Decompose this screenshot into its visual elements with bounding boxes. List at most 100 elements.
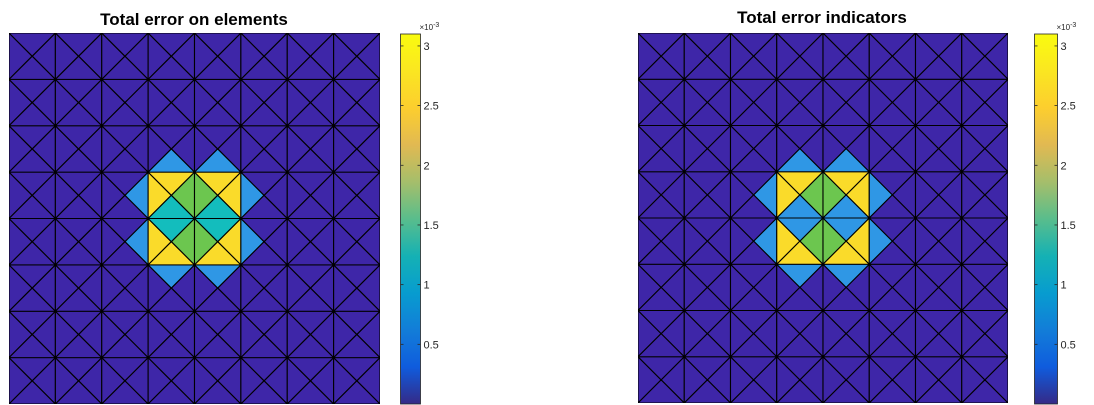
mesh-triangle-1-6-bottom <box>54 102 103 127</box>
colorbar-tick-label: 2.5 <box>424 101 439 113</box>
mesh-triangle-0-0-bottom <box>638 379 685 403</box>
mesh-triangle-2-2-bottom <box>729 286 778 312</box>
mesh-triangle-0-1-bottom <box>638 333 685 358</box>
mesh-triangle-2-7-bottom <box>101 55 149 80</box>
mesh-triangle-0-1-bottom <box>9 333 56 359</box>
mesh-triangle-4-6-bottom <box>822 101 870 127</box>
mesh-triangle-2-4-bottom <box>101 194 149 220</box>
mesh-triangle-5-6-bottom <box>240 102 288 127</box>
mesh-triangle-5-7-bottom <box>240 55 288 80</box>
mesh-triangle-0-4-bottom <box>638 194 685 219</box>
mesh-triangle-7-4-bottom <box>961 194 1008 219</box>
mesh-triangle-3-7-top <box>147 33 196 57</box>
mesh-triangle-7-1-bottom <box>333 333 380 359</box>
mesh-triangle-4-1-bottom <box>193 333 242 359</box>
mesh-triangle-1-2-bottom <box>54 287 103 312</box>
mesh-triangle-4-5-bottom <box>822 148 870 173</box>
colorbar-tick-label: 0.5 <box>424 339 439 351</box>
mesh-triangle-1-3-bottom <box>683 240 732 265</box>
mesh-triangle-2-1-bottom <box>729 333 778 358</box>
mesh-triangle-7-2-bottom <box>333 287 380 312</box>
mesh-triangle-2-0-bottom <box>101 380 149 404</box>
mesh-triangle-6-1-bottom <box>914 333 963 358</box>
mesh-plot-left <box>9 33 380 404</box>
mesh-triangle-5-7-top <box>868 33 917 57</box>
mesh-triangle-6-3-bottom <box>914 240 963 265</box>
mesh-triangle-7-0-bottom <box>333 380 380 404</box>
mesh-triangle-0-5-bottom <box>9 148 56 173</box>
mesh-triangle-6-3-bottom <box>286 241 335 266</box>
mesh-triangle-4-3-bottom <box>822 240 870 265</box>
colorbar-tick-label: 2 <box>1061 160 1067 172</box>
colorbar-exponent-label: ×10-3 <box>1057 22 1077 32</box>
mesh-triangle-3-2-bottom <box>776 286 824 312</box>
mesh-triangle-1-6-bottom <box>683 101 732 127</box>
mesh-triangle-0-2-bottom <box>638 286 685 312</box>
mesh-triangle-5-3-bottom <box>868 240 917 265</box>
mesh-triangle-2-2-bottom <box>101 287 149 312</box>
mesh-triangle-5-4-bottom <box>868 194 917 219</box>
colorbar-tick-label: 1 <box>1061 280 1067 292</box>
mesh-triangle-0-7-top <box>638 33 685 57</box>
mesh-triangle-1-7-bottom <box>54 55 103 80</box>
mesh-triangle-7-6-bottom <box>333 102 380 127</box>
mesh-triangle-5-0-bottom <box>868 379 917 403</box>
colorbar-tick-label: 1.5 <box>1061 220 1076 232</box>
mesh-triangle-1-5-bottom <box>54 148 103 173</box>
mesh-triangle-2-0-bottom <box>729 379 778 403</box>
mesh-triangle-7-0-bottom <box>961 379 1008 403</box>
colorbar-right: ×10-3 0.5 1 1.5 2 2.5 3 <box>1034 22 1077 405</box>
colorbar-tick-label: 3 <box>424 41 430 53</box>
mesh-triangle-3-7-bottom <box>776 55 824 80</box>
mesh-triangle-1-2-bottom <box>683 286 732 312</box>
colorbar-tick-label: 1 <box>424 280 430 292</box>
mesh-triangle-6-5-bottom <box>914 148 963 173</box>
mesh-triangle-4-0-bottom <box>193 380 242 404</box>
mesh-triangle-7-1-bottom <box>961 333 1008 358</box>
mesh-triangle-5-1-bottom <box>240 333 288 359</box>
mesh-triangle-4-0-bottom <box>822 379 870 403</box>
mesh-triangle-1-4-bottom <box>54 194 103 220</box>
mesh-triangle-7-7-bottom <box>333 55 380 80</box>
mesh-triangle-6-5-bottom <box>286 148 335 173</box>
mesh-triangle-2-5-bottom <box>729 148 778 173</box>
mesh-triangle-6-7-bottom <box>914 55 963 80</box>
chart-title-left: Total error on elements <box>100 10 288 29</box>
mesh-triangle-4-7-top <box>193 33 242 57</box>
colorbar-gradient <box>400 33 421 405</box>
mesh-triangle-6-6-bottom <box>914 101 963 127</box>
mesh-triangle-5-4-bottom <box>240 194 288 220</box>
mesh-triangle-6-0-bottom <box>286 380 335 404</box>
mesh-triangle-7-7-top <box>961 33 1008 57</box>
mesh-triangle-0-3-bottom <box>638 240 685 265</box>
mesh-triangle-2-4-bottom <box>729 194 778 219</box>
mesh-triangle-7-6-bottom <box>961 101 1008 127</box>
mesh-triangle-5-1-bottom <box>868 333 917 358</box>
mesh-triangle-3-2-bottom <box>147 287 196 312</box>
mesh-triangle-5-6-bottom <box>868 101 917 127</box>
mesh-triangle-3-7-bottom <box>147 55 196 80</box>
mesh-triangle-6-2-bottom <box>914 286 963 312</box>
mesh-triangle-3-5-bottom <box>776 148 824 173</box>
mesh-triangle-1-0-bottom <box>54 380 103 404</box>
mesh-triangle-1-0-bottom <box>683 379 732 403</box>
mesh-triangle-4-5-bottom <box>193 148 242 173</box>
colorbar-left: ×10-3 0.5 1 1.5 2 2.5 3 <box>400 22 439 405</box>
mesh-triangle-7-2-bottom <box>961 286 1008 312</box>
mesh-triangle-7-5-bottom <box>961 148 1008 173</box>
mesh-triangle-6-7-top <box>286 33 335 57</box>
mesh-triangle-0-5-bottom <box>638 148 685 173</box>
mesh-triangle-3-6-bottom <box>776 101 824 127</box>
mesh-triangle-2-5-bottom <box>101 148 149 173</box>
mesh-triangle-1-4-bottom <box>683 194 732 219</box>
mesh-triangle-7-4-bottom <box>333 194 380 220</box>
colorbar-tick-label: 1.5 <box>424 220 439 232</box>
mesh-triangle-5-7-top <box>240 33 288 57</box>
colorbar-tick-label: 0.5 <box>1061 339 1076 351</box>
mesh-triangle-5-7-bottom <box>868 55 917 80</box>
mesh-triangle-3-1-bottom <box>147 333 196 359</box>
mesh-triangle-0-7-bottom <box>9 55 56 80</box>
mesh-triangle-2-1-bottom <box>101 333 149 359</box>
mesh-triangle-4-7-bottom <box>193 55 242 80</box>
mesh-triangle-0-6-bottom <box>9 102 56 127</box>
